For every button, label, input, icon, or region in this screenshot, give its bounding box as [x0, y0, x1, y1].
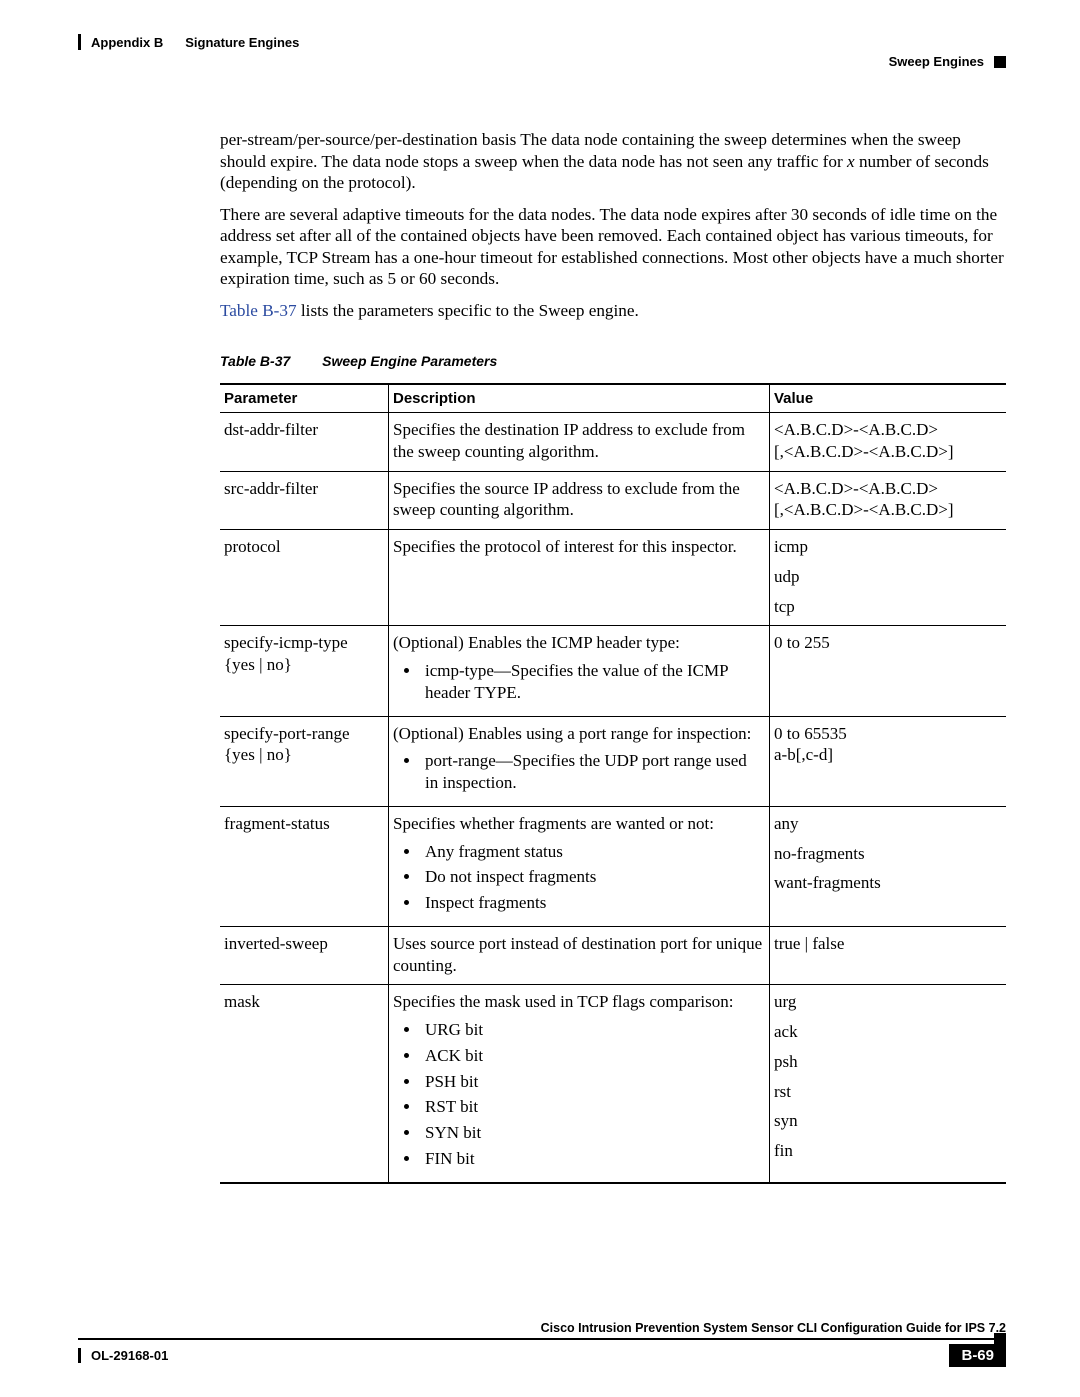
- footer-left-bar-icon: [78, 1348, 81, 1363]
- cell-description: Specifies the destination IP address to …: [389, 413, 770, 472]
- table-row: fragment-statusSpecifies whether fragmen…: [220, 806, 1006, 926]
- running-footer: Cisco Intrusion Prevention System Sensor…: [78, 1321, 1006, 1367]
- value-line: urg: [774, 991, 1000, 1013]
- table-row: maskSpecifies the mask used in TCP flags…: [220, 985, 1006, 1183]
- appendix-title: Signature Engines: [185, 35, 299, 50]
- value-line: tcp: [774, 596, 1000, 618]
- header-left: Appendix B Signature Engines: [78, 34, 299, 50]
- body-text: per-stream/per-source/per-destination ba…: [220, 129, 1006, 321]
- cell-description: Specifies the source IP address to exclu…: [389, 471, 770, 530]
- table-body: dst-addr-filterSpecifies the destination…: [220, 413, 1006, 1183]
- cell-parameter: specify-icmp-type {yes | no}: [220, 626, 389, 716]
- cell-value: 0 to 65535a-b[,c-d]: [770, 716, 1007, 806]
- header-square-icon: [994, 56, 1006, 68]
- cell-parameter: protocol: [220, 530, 389, 626]
- description-bullet: URG bit: [421, 1019, 763, 1041]
- table-row: inverted-sweepUses source port instead o…: [220, 926, 1006, 985]
- table-row: src-addr-filterSpecifies the source IP a…: [220, 471, 1006, 530]
- value-line: udp: [774, 566, 1000, 588]
- description-intro: Specifies the mask used in TCP flags com…: [393, 991, 763, 1013]
- cell-description: (Optional) Enables the ICMP header type:…: [389, 626, 770, 716]
- table-row: dst-addr-filterSpecifies the destination…: [220, 413, 1006, 472]
- content: per-stream/per-source/per-destination ba…: [220, 129, 1006, 1184]
- section-title: Sweep Engines: [889, 54, 984, 69]
- col-header-description: Description: [389, 384, 770, 413]
- paragraph-3-rest: lists the parameters specific to the Swe…: [297, 301, 639, 320]
- running-header: Appendix B Signature Engines Sweep Engin…: [78, 34, 1006, 69]
- table-header-row: Parameter Description Value: [220, 384, 1006, 413]
- description-bullet: Do not inspect fragments: [421, 866, 763, 888]
- table-caption: Table B-37 Sweep Engine Parameters: [220, 353, 1006, 369]
- cell-description: Specifies the protocol of interest for t…: [389, 530, 770, 626]
- paragraph-1: per-stream/per-source/per-destination ba…: [220, 129, 1006, 194]
- cell-parameter: inverted-sweep: [220, 926, 389, 985]
- table-caption-number: Table B-37: [220, 353, 290, 369]
- description-intro: Specifies whether fragments are wanted o…: [393, 813, 763, 835]
- page: Appendix B Signature Engines Sweep Engin…: [0, 0, 1080, 1397]
- value-line: ack: [774, 1021, 1000, 1043]
- cell-description: Uses source port instead of destination …: [389, 926, 770, 985]
- footer-doc-number: OL-29168-01: [91, 1348, 168, 1363]
- cell-parameter: mask: [220, 985, 389, 1183]
- cell-description: (Optional) Enables using a port range fo…: [389, 716, 770, 806]
- description-bullet: Inspect fragments: [421, 892, 763, 914]
- cell-description: Specifies the mask used in TCP flags com…: [389, 985, 770, 1183]
- description-bullet: ACK bit: [421, 1045, 763, 1067]
- description-bullet: SYN bit: [421, 1122, 763, 1144]
- description-bullet: icmp-type—Specifies the value of the ICM…: [421, 660, 763, 704]
- value-line: fin: [774, 1140, 1000, 1162]
- table-row: specify-icmp-type {yes | no}(Optional) E…: [220, 626, 1006, 716]
- description-intro: (Optional) Enables the ICMP header type:: [393, 632, 763, 654]
- footer-rule: [78, 1338, 1006, 1340]
- value-line: want-fragments: [774, 872, 1000, 894]
- cell-value: <A.B.C.D>-<A.B.C.D>[,<A.B.C.D>-<A.B.C.D>…: [770, 413, 1007, 472]
- description-bullet-list: URG bit ACK bit PSH bit RST bit SYN bit FIN b…: [393, 1019, 763, 1170]
- paragraph-3: Table B-37 lists the parameters specific…: [220, 300, 1006, 322]
- footer-row: OL-29168-01 B-69: [78, 1344, 1006, 1367]
- description-bullet-list: icmp-type—Specifies the value of the ICM…: [393, 660, 763, 704]
- table-caption-title: Sweep Engine Parameters: [322, 353, 497, 369]
- cell-parameter: src-addr-filter: [220, 471, 389, 530]
- description-bullet: Any fragment status: [421, 841, 763, 863]
- parameters-table: Parameter Description Value dst-addr-fil…: [220, 383, 1006, 1184]
- cell-value: icmp udp tcp: [770, 530, 1007, 626]
- cell-value: true | false: [770, 926, 1007, 985]
- cell-parameter: fragment-status: [220, 806, 389, 926]
- cell-parameter: dst-addr-filter: [220, 413, 389, 472]
- description-bullet: port-range—Specifies the UDP port range …: [421, 750, 763, 794]
- value-line: icmp: [774, 536, 1000, 558]
- footer-doc-title: Cisco Intrusion Prevention System Sensor…: [78, 1321, 1006, 1338]
- description-bullet: RST bit: [421, 1096, 763, 1118]
- value-line: no-fragments: [774, 843, 1000, 865]
- value-line: any: [774, 813, 1000, 835]
- paragraph-2: There are several adaptive timeouts for …: [220, 204, 1006, 290]
- col-header-parameter: Parameter: [220, 384, 389, 413]
- description-bullet: FIN bit: [421, 1148, 763, 1170]
- cell-parameter: specify-port-range {yes | no}: [220, 716, 389, 806]
- cell-value: <A.B.C.D>-<A.B.C.D>[,<A.B.C.D>-<A.B.C.D>…: [770, 471, 1007, 530]
- col-header-value: Value: [770, 384, 1007, 413]
- description-intro: (Optional) Enables using a port range fo…: [393, 723, 763, 745]
- cell-value: urg ack psh rst syn fin: [770, 985, 1007, 1183]
- value-line: syn: [774, 1110, 1000, 1132]
- description-bullet-list: port-range—Specifies the UDP port range …: [393, 750, 763, 794]
- paragraph-1-variable: x: [847, 152, 855, 171]
- footer-square-icon: [994, 1333, 1006, 1345]
- cell-value: 0 to 255: [770, 626, 1007, 716]
- description-bullet-list: Any fragment status Do not inspect fragme…: [393, 841, 763, 914]
- description-bullet: PSH bit: [421, 1071, 763, 1093]
- table-xref-link[interactable]: Table B-37: [220, 301, 297, 320]
- header-right: Sweep Engines: [889, 34, 1006, 69]
- table-row: specify-port-range {yes | no}(Optional) …: [220, 716, 1006, 806]
- footer-left: OL-29168-01: [78, 1348, 168, 1363]
- header-left-bar-icon: [78, 34, 81, 50]
- appendix-label: Appendix B: [91, 35, 163, 50]
- cell-description: Specifies whether fragments are wanted o…: [389, 806, 770, 926]
- value-line: psh: [774, 1051, 1000, 1073]
- page-number: B-69: [949, 1344, 1006, 1367]
- value-line: rst: [774, 1081, 1000, 1103]
- cell-value: any no-fragments want-fragments: [770, 806, 1007, 926]
- table-row: protocolSpecifies the protocol of intere…: [220, 530, 1006, 626]
